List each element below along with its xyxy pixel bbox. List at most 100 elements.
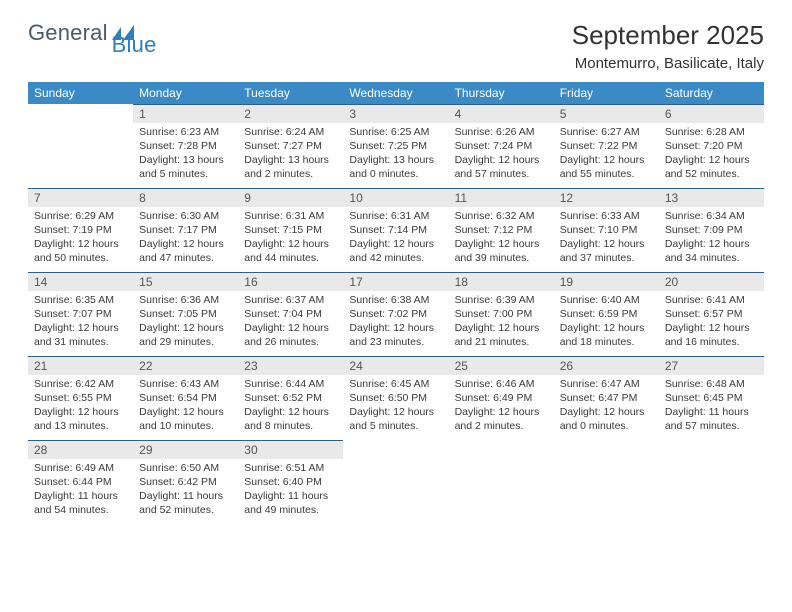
- daylight-line: Daylight: 12 hours and 52 minutes.: [665, 154, 758, 182]
- day-number: 8: [133, 189, 238, 207]
- calendar-cell: 20Sunrise: 6:41 AMSunset: 6:57 PMDayligh…: [659, 272, 764, 356]
- sunrise-line: Sunrise: 6:44 AM: [244, 378, 337, 392]
- daylight-line: Daylight: 12 hours and 37 minutes.: [560, 238, 653, 266]
- sunset-line: Sunset: 7:19 PM: [34, 224, 127, 238]
- weekday-header: Saturday: [659, 82, 764, 104]
- sunrise-line: Sunrise: 6:45 AM: [349, 378, 442, 392]
- logo-text-b: Blue: [112, 32, 157, 58]
- daylight-line: Daylight: 11 hours and 54 minutes.: [34, 490, 127, 518]
- daylight-line: Daylight: 12 hours and 55 minutes.: [560, 154, 653, 182]
- sunset-line: Sunset: 6:50 PM: [349, 392, 442, 406]
- sunset-line: Sunset: 7:27 PM: [244, 140, 337, 154]
- day-details: Sunrise: 6:28 AMSunset: 7:20 PMDaylight:…: [659, 123, 764, 185]
- sunset-line: Sunset: 7:12 PM: [455, 224, 548, 238]
- sunrise-line: Sunrise: 6:31 AM: [349, 210, 442, 224]
- sunrise-line: Sunrise: 6:29 AM: [34, 210, 127, 224]
- daylight-line: Daylight: 12 hours and 42 minutes.: [349, 238, 442, 266]
- day-details: Sunrise: 6:38 AMSunset: 7:02 PMDaylight:…: [343, 291, 448, 353]
- calendar-cell: 6Sunrise: 6:28 AMSunset: 7:20 PMDaylight…: [659, 104, 764, 188]
- sunrise-line: Sunrise: 6:26 AM: [455, 126, 548, 140]
- sunrise-line: Sunrise: 6:24 AM: [244, 126, 337, 140]
- page: General Blue September 2025 Montemurro, …: [0, 0, 792, 542]
- sunrise-line: Sunrise: 6:27 AM: [560, 126, 653, 140]
- weekday-header: Tuesday: [238, 82, 343, 104]
- daylight-line: Daylight: 12 hours and 31 minutes.: [34, 322, 127, 350]
- day-number: 15: [133, 273, 238, 291]
- day-number: 11: [449, 189, 554, 207]
- calendar-cell: 30Sunrise: 6:51 AMSunset: 6:40 PMDayligh…: [238, 440, 343, 524]
- day-number: 14: [28, 273, 133, 291]
- sunrise-line: Sunrise: 6:38 AM: [349, 294, 442, 308]
- sunset-line: Sunset: 6:47 PM: [560, 392, 653, 406]
- calendar-cell: 25Sunrise: 6:46 AMSunset: 6:49 PMDayligh…: [449, 356, 554, 440]
- sunrise-line: Sunrise: 6:34 AM: [665, 210, 758, 224]
- day-number: 2: [238, 105, 343, 123]
- sunset-line: Sunset: 6:59 PM: [560, 308, 653, 322]
- day-details: Sunrise: 6:45 AMSunset: 6:50 PMDaylight:…: [343, 375, 448, 437]
- sunrise-line: Sunrise: 6:25 AM: [349, 126, 442, 140]
- day-details: Sunrise: 6:34 AMSunset: 7:09 PMDaylight:…: [659, 207, 764, 269]
- daylight-line: Daylight: 12 hours and 47 minutes.: [139, 238, 232, 266]
- day-details: Sunrise: 6:31 AMSunset: 7:14 PMDaylight:…: [343, 207, 448, 269]
- day-details: Sunrise: 6:23 AMSunset: 7:28 PMDaylight:…: [133, 123, 238, 185]
- sunrise-line: Sunrise: 6:31 AM: [244, 210, 337, 224]
- sunset-line: Sunset: 6:55 PM: [34, 392, 127, 406]
- day-details: Sunrise: 6:32 AMSunset: 7:12 PMDaylight:…: [449, 207, 554, 269]
- daylight-line: Daylight: 12 hours and 34 minutes.: [665, 238, 758, 266]
- day-number: 27: [659, 357, 764, 375]
- calendar-cell: 27Sunrise: 6:48 AMSunset: 6:45 PMDayligh…: [659, 356, 764, 440]
- day-number: 22: [133, 357, 238, 375]
- sunset-line: Sunset: 7:04 PM: [244, 308, 337, 322]
- day-details: Sunrise: 6:42 AMSunset: 6:55 PMDaylight:…: [28, 375, 133, 437]
- daylight-line: Daylight: 12 hours and 26 minutes.: [244, 322, 337, 350]
- daylight-line: Daylight: 12 hours and 8 minutes.: [244, 406, 337, 434]
- calendar-cell: 16Sunrise: 6:37 AMSunset: 7:04 PMDayligh…: [238, 272, 343, 356]
- sunset-line: Sunset: 7:24 PM: [455, 140, 548, 154]
- calendar: SundayMondayTuesdayWednesdayThursdayFrid…: [28, 82, 764, 524]
- daylight-line: Daylight: 13 hours and 5 minutes.: [139, 154, 232, 182]
- daylight-line: Daylight: 12 hours and 10 minutes.: [139, 406, 232, 434]
- calendar-cell: 14 Sunrise: 6:35 AMSunset: 7:07 PMDayligh…: [28, 272, 133, 356]
- sunset-line: Sunset: 7:17 PM: [139, 224, 232, 238]
- calendar-cell: 19Sunrise: 6:40 AMSunset: 6:59 PMDayligh…: [554, 272, 659, 356]
- day-number: 18: [449, 273, 554, 291]
- daylight-line: Daylight: 13 hours and 2 minutes.: [244, 154, 337, 182]
- day-details: Sunrise: 6:50 AMSunset: 6:42 PMDaylight:…: [133, 459, 238, 521]
- day-number: 28: [28, 441, 133, 459]
- sunset-line: Sunset: 7:15 PM: [244, 224, 337, 238]
- day-number: 3: [343, 105, 448, 123]
- calendar-cell: 8Sunrise: 6:30 AMSunset: 7:17 PMDaylight…: [133, 188, 238, 272]
- sunset-line: Sunset: 7:09 PM: [665, 224, 758, 238]
- sunset-line: Sunset: 7:14 PM: [349, 224, 442, 238]
- sunrise-line: Sunrise: 6:33 AM: [560, 210, 653, 224]
- day-details: Sunrise: 6:37 AMSunset: 7:04 PMDaylight:…: [238, 291, 343, 353]
- sunrise-line: Sunrise: 6:28 AM: [665, 126, 758, 140]
- calendar-cell: 21Sunrise: 6:42 AMSunset: 6:55 PMDayligh…: [28, 356, 133, 440]
- sunrise-line: Sunrise: 6:35 AM: [34, 294, 127, 308]
- sunset-line: Sunset: 7:07 PM: [34, 308, 127, 322]
- weekday-header: Friday: [554, 82, 659, 104]
- calendar-cell: 2 Sunrise: 6:24 AMSunset: 7:27 PMDaylight…: [238, 104, 343, 188]
- calendar-cell: 3 Sunrise: 6:25 AMSunset: 7:25 PMDaylight…: [343, 104, 448, 188]
- sunset-line: Sunset: 7:25 PM: [349, 140, 442, 154]
- daylight-line: Daylight: 12 hours and 13 minutes.: [34, 406, 127, 434]
- day-number: 10: [343, 189, 448, 207]
- daylight-line: Daylight: 13 hours and 0 minutes.: [349, 154, 442, 182]
- sunset-line: Sunset: 7:20 PM: [665, 140, 758, 154]
- calendar-cell: 29Sunrise: 6:50 AMSunset: 6:42 PMDayligh…: [133, 440, 238, 524]
- daylight-line: Daylight: 12 hours and 57 minutes.: [455, 154, 548, 182]
- calendar-cell: 24Sunrise: 6:45 AMSunset: 6:50 PMDayligh…: [343, 356, 448, 440]
- calendar-cell: [343, 440, 448, 524]
- calendar-cell: 11Sunrise: 6:32 AMSunset: 7:12 PMDayligh…: [449, 188, 554, 272]
- month-title: September 2025: [572, 20, 764, 51]
- day-number: 5: [554, 105, 659, 123]
- sunset-line: Sunset: 6:49 PM: [455, 392, 548, 406]
- sunrise-line: Sunrise: 6:41 AM: [665, 294, 758, 308]
- calendar-cell: 10Sunrise: 6:31 AMSunset: 7:14 PMDayligh…: [343, 188, 448, 272]
- calendar-cell: 7Sunrise: 6:29 AMSunset: 7:19 PMDaylight…: [28, 188, 133, 272]
- day-number: 26: [554, 357, 659, 375]
- title-block: September 2025 Montemurro, Basilicate, I…: [572, 20, 764, 72]
- day-details: Sunrise: 6:44 AMSunset: 6:52 PMDaylight:…: [238, 375, 343, 437]
- sunset-line: Sunset: 7:22 PM: [560, 140, 653, 154]
- day-number: 13: [659, 189, 764, 207]
